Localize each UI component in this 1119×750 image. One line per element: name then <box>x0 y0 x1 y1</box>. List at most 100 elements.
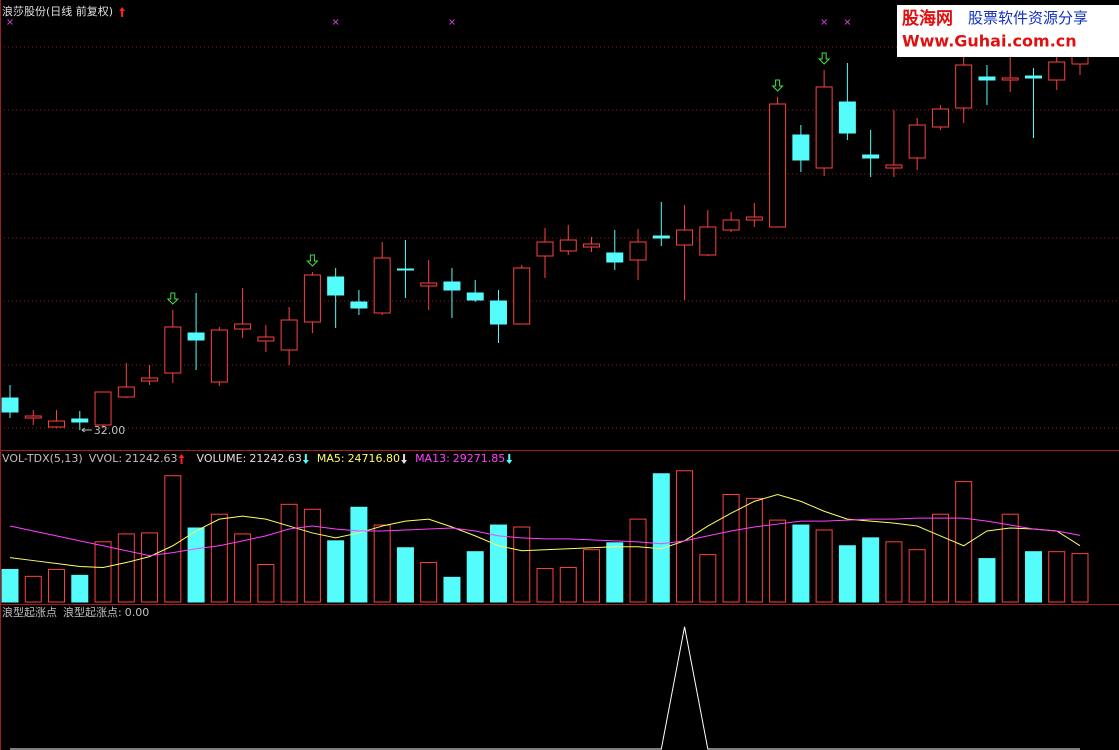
candle-body <box>699 226 717 256</box>
candle-body <box>652 235 670 239</box>
candle-body <box>396 268 414 271</box>
signal-cross <box>844 19 851 25</box>
candle-body <box>722 219 740 231</box>
candle-body <box>466 292 484 301</box>
candle-body <box>71 418 89 423</box>
trend-arrow <box>178 454 185 464</box>
volume-bar <box>187 527 205 603</box>
volume-bar <box>257 563 275 603</box>
buy-arrow <box>166 292 180 305</box>
volume-bar <box>838 545 856 603</box>
volume-bar <box>234 533 252 603</box>
watermark-box <box>897 5 1119 57</box>
candle-body <box>885 164 903 169</box>
candle-body <box>24 415 42 419</box>
volume-bar <box>769 519 787 603</box>
low-label: 32.00 <box>94 424 126 437</box>
signal-cross <box>332 19 339 25</box>
volume-bar <box>792 524 810 603</box>
signal-cross <box>7 19 13 25</box>
volume-bar <box>1024 551 1042 603</box>
candle-body <box>327 276 345 296</box>
volume-bar <box>420 562 438 603</box>
legend-label: VOLUME: <box>197 452 247 465</box>
legend-value: 24716.80 <box>348 452 401 465</box>
legend-value: 21242.63 <box>125 452 178 465</box>
volume-bar <box>815 529 833 603</box>
candle-body <box>955 64 973 109</box>
trend-arrow <box>119 7 126 17</box>
volume-bar <box>583 549 601 603</box>
watermark: 股海网 股票软件资源分享 Www.Guhai.com.cn <box>897 5 1119 57</box>
volume-bar <box>24 575 42 603</box>
volume-bar <box>117 533 135 603</box>
candle-body <box>210 329 228 383</box>
buy-arrow <box>771 79 784 92</box>
candle-body <box>489 300 507 325</box>
volume-bar <box>373 524 391 603</box>
candle-body <box>606 252 624 263</box>
buy-arrow <box>306 254 319 267</box>
candle-body <box>838 101 856 134</box>
trend-arrow <box>302 454 309 464</box>
candle-body <box>48 420 66 428</box>
volume-bar <box>1001 513 1019 603</box>
volume-bar <box>327 540 345 603</box>
candle-body <box>978 76 996 81</box>
candle-body <box>234 323 252 330</box>
volume-bar <box>141 532 159 603</box>
volume-bar <box>94 541 112 603</box>
trend-arrow <box>401 454 408 464</box>
candle-body <box>94 391 112 426</box>
volume-bar <box>862 537 880 603</box>
watermark-slogan: 股票软件资源分享 <box>968 9 1088 27</box>
volume-bar <box>1 568 19 603</box>
volume-bar <box>466 551 484 603</box>
volume-bar <box>652 473 670 603</box>
signal-cross <box>449 19 455 25</box>
candle-body <box>559 239 577 252</box>
plot: 32.00 <box>1 19 1089 750</box>
candle-body <box>769 103 787 228</box>
volume-bar <box>443 576 461 603</box>
legend-value: 21242.63 <box>249 452 302 465</box>
volume-bar <box>1048 551 1066 603</box>
volume-bar <box>280 503 298 603</box>
volume-bar <box>978 558 996 603</box>
volume-bar <box>71 574 89 603</box>
candle-body <box>141 377 159 382</box>
candle-body <box>536 241 554 257</box>
legend-label: MA13: <box>415 452 450 465</box>
candle-body <box>676 229 694 246</box>
candle-body <box>1048 61 1066 81</box>
volume-bar <box>210 513 228 603</box>
volume-bar <box>396 547 414 603</box>
legend-value: 0.00 <box>125 606 150 619</box>
volume-bar <box>931 513 949 603</box>
candle-body <box>908 124 926 159</box>
watermark-url: Www.Guhai.com.cn <box>902 32 1077 51</box>
ma-line <box>9 493 1081 568</box>
candle-body <box>792 134 810 161</box>
volume-bar <box>676 470 694 603</box>
legend-value: 29271.85 <box>453 452 506 465</box>
volume-bar <box>559 566 577 603</box>
candle-body <box>117 386 135 398</box>
volume-bar <box>350 506 368 603</box>
buy-arrow <box>817 52 831 65</box>
signal-cross <box>821 19 827 25</box>
signal-line <box>10 626 1080 750</box>
volume-bar <box>955 481 973 603</box>
candle-body <box>745 216 763 221</box>
volume-bar <box>303 508 321 603</box>
legend-label: VVOL: <box>89 452 122 465</box>
chart-title: 浪莎股份(日线 前复权) <box>2 4 113 18</box>
ma-line <box>9 517 1081 557</box>
candle-body <box>862 154 880 159</box>
candle-body <box>513 267 531 325</box>
candle-body <box>280 319 298 351</box>
candle-body <box>420 282 438 287</box>
candle-body <box>443 281 461 291</box>
